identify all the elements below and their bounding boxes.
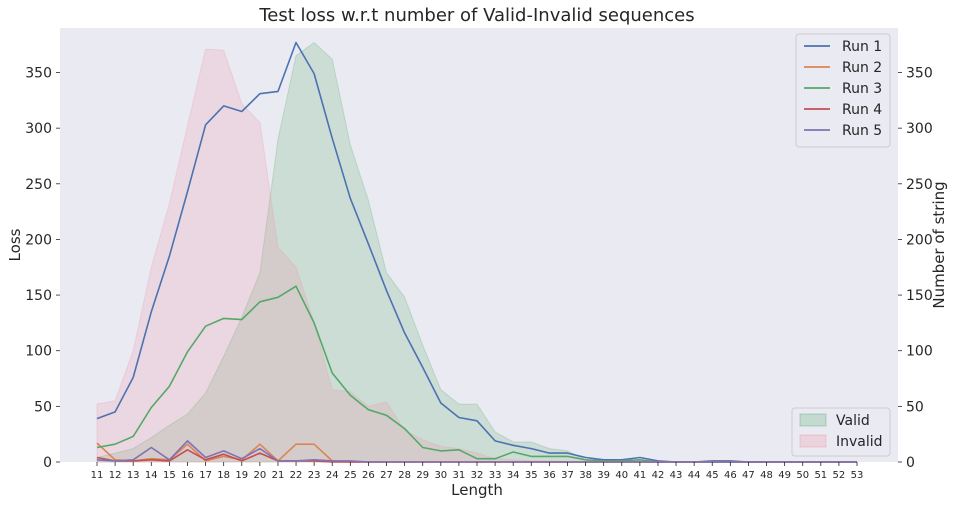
x-tick-label: 53: [851, 470, 864, 481]
x-tick-label: 25: [344, 470, 357, 481]
y-tick-label: 300: [25, 121, 52, 137]
y-axis-label: Loss: [6, 228, 24, 261]
x-tick-label: 18: [217, 470, 230, 481]
x-tick-label: 14: [145, 470, 158, 481]
series-line-run-1: [96, 41, 857, 463]
x-tick-label: 40: [615, 470, 628, 481]
legend-label-run-4: Run 4: [842, 102, 882, 118]
x-tick-label: 20: [253, 470, 266, 481]
y-tick-label: 250: [25, 177, 52, 193]
plot-background: [60, 28, 898, 462]
x-tick-label: 34: [507, 470, 520, 481]
x-tick-label: 28: [398, 470, 411, 481]
x-tick-label: 39: [597, 470, 610, 481]
x-tick-label: 29: [416, 470, 429, 481]
x-tick-label: 12: [109, 470, 122, 481]
y2-tick-label: 250: [906, 177, 933, 193]
y2-axis-label: Number of string: [930, 181, 948, 308]
x-tick-label: 16: [181, 470, 194, 481]
x-tick-label: 24: [326, 470, 339, 481]
x-tick-label: 30: [434, 470, 447, 481]
y2-tick-label: 0: [906, 455, 915, 471]
x-tick-label: 23: [308, 470, 321, 481]
x-tick-label: 37: [561, 470, 574, 481]
legend-label-valid: Valid: [836, 413, 870, 429]
y-tick-label: 350: [25, 66, 52, 82]
legend-label-invalid: Invalid: [836, 434, 883, 450]
x-tick-label: 27: [380, 470, 393, 481]
legend-runs: Run 1 Run 2 Run 3 Run 4 Run 5: [795, 33, 891, 148]
y2-tick-label: 300: [906, 121, 933, 137]
x-tick-label: 17: [199, 470, 212, 481]
x-tick-label: 31: [453, 470, 466, 481]
x-tick-label: 45: [706, 470, 719, 481]
x-tick-label: 46: [724, 470, 737, 481]
x-tick-label: 50: [796, 470, 809, 481]
legend-label-run-5: Run 5: [842, 123, 882, 139]
x-tick-label: 36: [543, 470, 556, 481]
axes-layer: 11 12 13 14 15 16 17 18 19 20 21 22 23 24 25 26 27 28 29 30…: [25, 66, 932, 481]
x-tick-label: 48: [760, 470, 773, 481]
x-tick-label: 42: [652, 470, 665, 481]
legend-runs-box: [795, 33, 891, 148]
x-tick-label: 21: [272, 470, 285, 481]
x-tick-label: 44: [688, 470, 701, 481]
x-tick-label: 26: [362, 470, 375, 481]
legend-areas: Valid Invalid: [791, 407, 891, 457]
x-tick-label: 51: [814, 470, 827, 481]
chart-title: Test loss w.r.t number of Valid-Invalid …: [258, 5, 694, 26]
legend-swatch-invalid: [799, 434, 827, 448]
x-tick-label: 43: [670, 470, 683, 481]
x-tick-label: 32: [471, 470, 484, 481]
x-tick-label: 35: [525, 470, 538, 481]
y-tick-label: 150: [25, 288, 52, 304]
y-tick-label: 100: [25, 344, 52, 360]
y2-tick-label: 100: [906, 344, 933, 360]
legend-label-run-1: Run 1: [842, 39, 882, 55]
y2-tick-label: 50: [906, 399, 924, 415]
legend-swatch-valid: [799, 413, 827, 427]
x-tick-label: 47: [742, 470, 755, 481]
x-tick-label: 52: [833, 470, 846, 481]
x-axis-label: Length: [451, 481, 503, 499]
y-tick-label: 0: [43, 455, 52, 471]
x-tick-label: 38: [579, 470, 592, 481]
y-tick-label: 200: [25, 232, 52, 248]
legend-label-run-2: Run 2: [842, 60, 882, 76]
x-tick-label: 19: [235, 470, 248, 481]
x-tick-label: 11: [91, 470, 104, 481]
x-tick-label: 22: [290, 470, 303, 481]
x-tick-label: 49: [778, 470, 791, 481]
y-tick-label: 50: [34, 399, 52, 415]
y2-tick-label: 150: [906, 288, 933, 304]
x-tick-label: 13: [127, 470, 140, 481]
x-tick-label: 15: [163, 470, 176, 481]
legend-areas-box: [791, 407, 891, 457]
x-tick-label: 33: [489, 470, 502, 481]
x-tick-label: 41: [633, 470, 646, 481]
y2-tick-label: 350: [906, 66, 933, 82]
y2-tick-label: 200: [906, 232, 933, 248]
legend-label-run-3: Run 3: [842, 81, 882, 97]
